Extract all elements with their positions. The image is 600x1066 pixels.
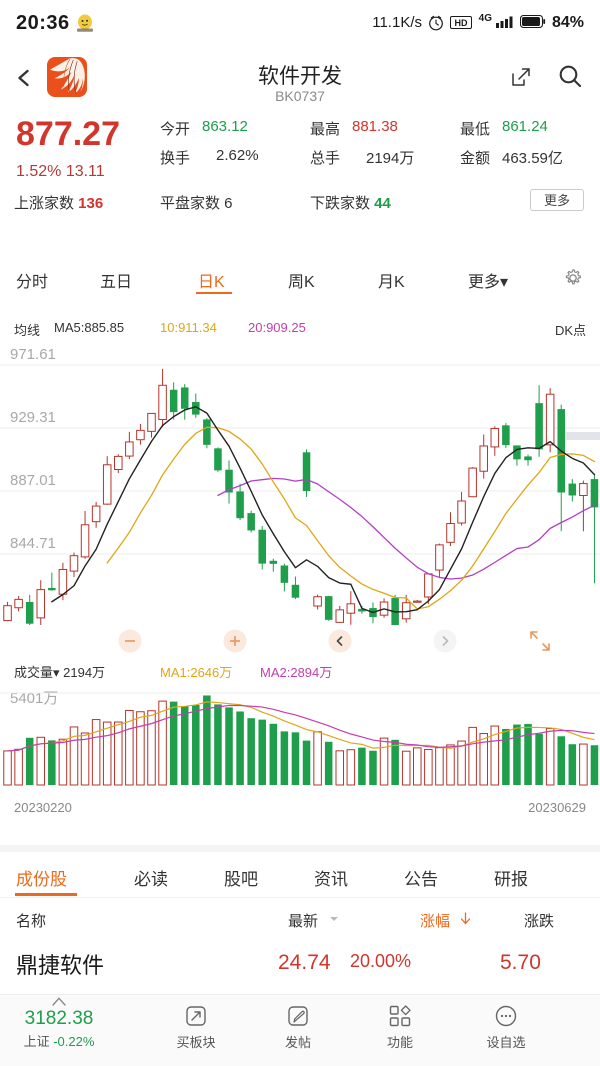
svg-text:887.01: 887.01 <box>10 472 56 489</box>
svg-text:971.61: 971.61 <box>10 346 56 363</box>
svg-text:929.31: 929.31 <box>10 409 56 426</box>
svg-text:844.71: 844.71 <box>10 535 56 552</box>
